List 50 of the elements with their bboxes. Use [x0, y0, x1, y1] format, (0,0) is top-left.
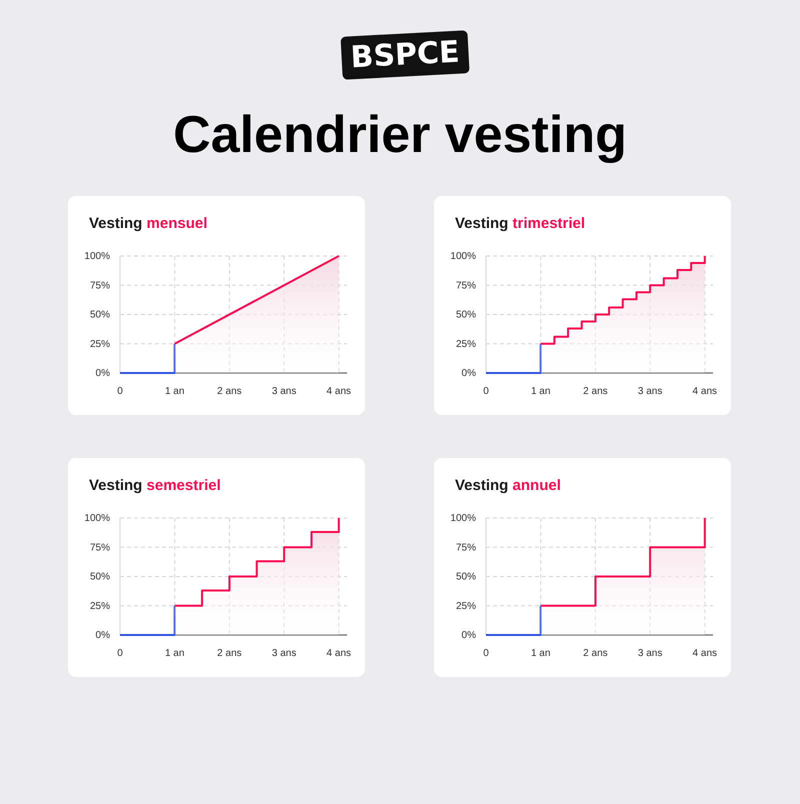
x-tick-label: 2 ans — [583, 648, 608, 660]
y-tick-label: 25% — [456, 338, 476, 350]
x-tick-label: 1 an — [164, 386, 184, 398]
x-tick-label: 2 ans — [217, 648, 242, 660]
y-tick-label: 75% — [90, 542, 110, 554]
x-tick-label: 4 ans — [326, 386, 352, 398]
chart-subtitle: trimestriel — [508, 215, 586, 232]
x-tick-label: 0 — [117, 648, 124, 660]
chart-title: Vesting — [89, 215, 142, 232]
x-tick-label: 4 ans — [326, 648, 352, 660]
x-tick-label: 2 ans — [583, 386, 608, 398]
chart-title: Vesting — [89, 477, 142, 494]
chart-subtitle: semestriel — [142, 477, 221, 494]
x-tick-label: 2 ans — [217, 386, 242, 398]
chart-title: Vesting — [455, 477, 508, 494]
x-tick-label: 1 an — [530, 648, 550, 660]
chart-subtitle: mensuel — [142, 215, 208, 232]
x-tick-label: 0 — [483, 648, 490, 660]
y-tick-label: 75% — [90, 280, 110, 292]
text: BSPCE — [350, 34, 460, 76]
y-tick-label: 50% — [90, 572, 110, 583]
y-tick-label: 25% — [456, 600, 476, 612]
y-tick-label: 50% — [90, 310, 110, 321]
chart-subtitle: annuel — [508, 477, 561, 494]
y-tick-label: 25% — [90, 600, 110, 612]
y-tick-label: 100% — [84, 251, 110, 262]
chart-title: Vesting — [455, 215, 508, 232]
x-tick-label: 1 an — [530, 386, 550, 398]
x-tick-label: 3 ans — [638, 648, 662, 660]
x-tick-label: 1 an — [164, 648, 184, 660]
x-tick-label: 3 ans — [272, 386, 296, 398]
x-tick-label: 3 ans — [638, 386, 662, 398]
y-tick-label: 0% — [96, 368, 110, 380]
y-tick-label: 50% — [456, 310, 476, 321]
y-tick-label: 25% — [90, 338, 110, 350]
x-tick-label: 0 — [117, 386, 124, 398]
x-tick-label: 0 — [483, 386, 490, 398]
x-tick-label: 3 ans — [272, 648, 296, 660]
y-tick-label: 0% — [96, 630, 110, 642]
y-tick-label: 100% — [450, 251, 476, 262]
y-tick-label: 100% — [84, 513, 110, 524]
x-tick-label: 4 ans — [692, 648, 718, 660]
y-tick-label: 50% — [456, 572, 476, 583]
x-tick-label: 4 ans — [692, 386, 718, 398]
y-tick-label: 0% — [462, 630, 476, 642]
y-tick-label: 75% — [456, 542, 476, 554]
y-tick-label: 0% — [462, 368, 476, 380]
y-tick-label: 100% — [450, 513, 476, 524]
y-tick-label: 75% — [456, 280, 476, 292]
text: Calendrier vesting — [173, 106, 627, 164]
